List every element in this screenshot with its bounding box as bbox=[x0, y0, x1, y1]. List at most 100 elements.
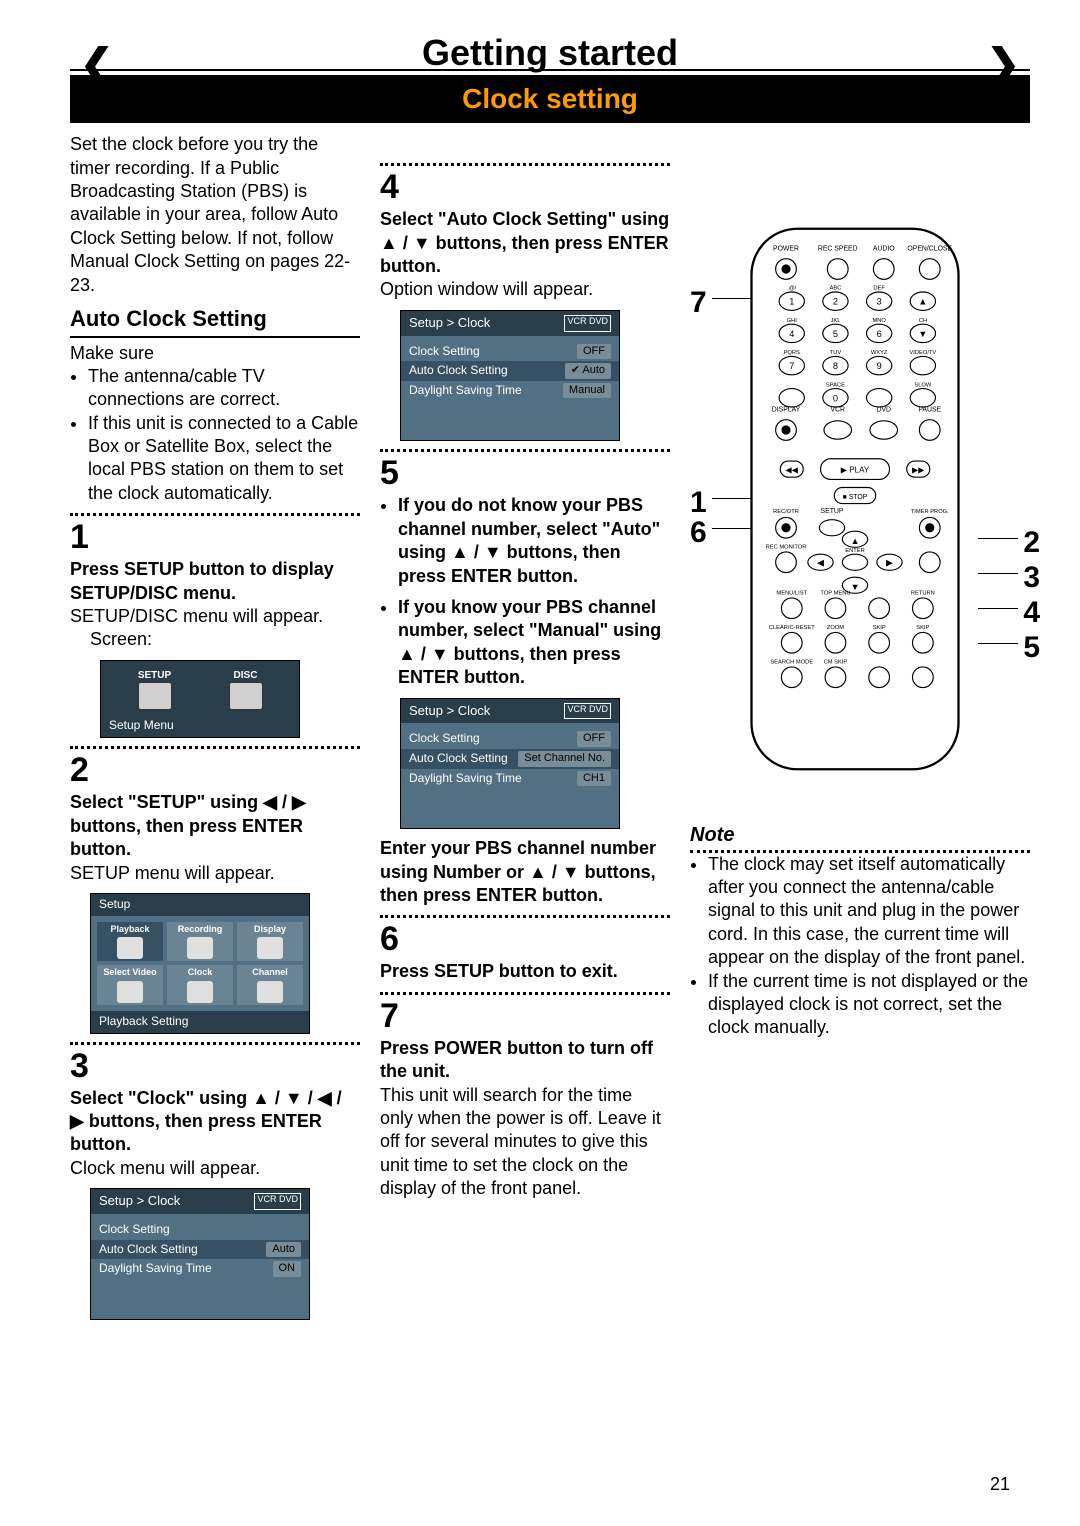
svg-text:.@/: .@/ bbox=[787, 286, 796, 292]
svg-text:TIMER PROG.: TIMER PROG. bbox=[911, 509, 949, 515]
svg-text:JKL: JKL bbox=[830, 318, 840, 324]
clock-menu-3: Setup > ClockVCR DVDClock SettingOFFAuto… bbox=[400, 698, 620, 830]
svg-text:ABC: ABC bbox=[830, 286, 842, 292]
setup-grid-title: Setup bbox=[91, 894, 309, 916]
step5-list: If you do not know your PBS channel numb… bbox=[398, 494, 670, 689]
grid-cell: Clock bbox=[167, 965, 233, 1005]
remote-callout: 6 bbox=[690, 513, 707, 552]
svg-text:PAUSE: PAUSE bbox=[918, 407, 941, 414]
setup-grid-menu: Setup PlaybackRecordingDisplaySelect Vid… bbox=[90, 893, 310, 1034]
svg-text:SETUP: SETUP bbox=[821, 508, 844, 515]
step7-post: This unit will search for the time only … bbox=[380, 1084, 670, 1201]
svg-text:GHI: GHI bbox=[787, 318, 798, 324]
svg-text:WXYZ: WXYZ bbox=[871, 350, 888, 356]
step-number: 2 bbox=[70, 753, 360, 787]
make-sure-label: Make sure bbox=[70, 342, 360, 365]
svg-text:SPACE: SPACE bbox=[826, 382, 845, 388]
grid-cell: Select Video bbox=[97, 965, 163, 1005]
svg-text:▼: ▼ bbox=[850, 582, 859, 592]
remote-callout: 5 bbox=[1023, 628, 1040, 667]
svg-text:PQRS: PQRS bbox=[784, 350, 800, 356]
step2-post: SETUP menu will appear. bbox=[70, 862, 360, 885]
svg-text:REC SPEED: REC SPEED bbox=[818, 246, 858, 253]
svg-text:SEARCH MODE: SEARCH MODE bbox=[770, 660, 813, 666]
intro-text: Set the clock before you try the timer r… bbox=[70, 133, 360, 297]
disc-icon bbox=[229, 682, 263, 710]
step-number: 6 bbox=[380, 922, 670, 956]
remote-control-diagram: POWER REC SPEED AUDIO OPEN/CLOSE 1 .@/ 2 AB… bbox=[740, 223, 970, 775]
svg-text:4: 4 bbox=[789, 329, 794, 339]
note-item: If the current time is not displayed or … bbox=[708, 970, 1030, 1040]
page-title: Getting started bbox=[392, 30, 708, 77]
step7-bold: Press POWER button to turn off the unit. bbox=[380, 1037, 670, 1084]
svg-text:◀: ◀ bbox=[817, 558, 824, 568]
remote-callout: 4 bbox=[1023, 593, 1040, 632]
setup-disc-menu: SETUP DISC Setup Menu bbox=[100, 660, 300, 739]
page-number: 21 bbox=[990, 1473, 1010, 1496]
step4-bold: Select "Auto Clock Setting" using ▲ / ▼ … bbox=[380, 208, 670, 278]
grid-cell: Playback bbox=[97, 922, 163, 962]
remote-callout: 3 bbox=[1023, 558, 1040, 597]
svg-text:DVD: DVD bbox=[876, 407, 891, 414]
step-number: 3 bbox=[70, 1049, 360, 1083]
step5-b1: If you do not know your PBS channel numb… bbox=[398, 494, 670, 588]
column-middle: 4 Select "Auto Clock Setting" using ▲ / … bbox=[380, 133, 670, 1328]
step1-indent: Screen: bbox=[90, 628, 360, 651]
svg-text:POWER: POWER bbox=[773, 246, 799, 253]
svg-text:TUV: TUV bbox=[830, 350, 842, 356]
svg-text:◀◀: ◀◀ bbox=[786, 466, 799, 475]
svg-text:OPEN/CLOSE: OPEN/CLOSE bbox=[907, 246, 952, 253]
svg-text:RETURN: RETURN bbox=[911, 591, 935, 597]
section-auto-clock: Auto Clock Setting bbox=[70, 305, 360, 338]
remote-callout: 7 bbox=[690, 283, 707, 322]
list-item: The antenna/cable TV connections are cor… bbox=[88, 365, 360, 412]
note-list: The clock may set itself automatically a… bbox=[708, 853, 1030, 1040]
svg-text:REC MONITOR: REC MONITOR bbox=[766, 545, 807, 551]
svg-text:3: 3 bbox=[877, 297, 882, 307]
svg-text:2: 2 bbox=[833, 297, 838, 307]
svg-text:CLEAR/C-RESET: CLEAR/C-RESET bbox=[769, 625, 815, 631]
disc-label: DISC bbox=[229, 669, 263, 682]
svg-text:▶ PLAY: ▶ PLAY bbox=[841, 466, 870, 475]
svg-text:TOP MENU: TOP MENU bbox=[820, 591, 850, 597]
svg-text:9: 9 bbox=[877, 361, 882, 371]
svg-text:8: 8 bbox=[833, 361, 838, 371]
step4-post: Option window will appear. bbox=[380, 278, 670, 301]
column-right: POWER REC SPEED AUDIO OPEN/CLOSE 1 .@/ 2 AB… bbox=[690, 133, 1030, 1328]
svg-text:ENTER: ENTER bbox=[845, 548, 865, 554]
step5-b3: Enter your PBS channel number using Numb… bbox=[380, 837, 670, 907]
svg-text:VIDEO/TV: VIDEO/TV bbox=[909, 350, 936, 356]
svg-text:DISPLAY: DISPLAY bbox=[772, 407, 801, 414]
svg-text:SKIP: SKIP bbox=[873, 625, 886, 631]
svg-text:CM SKIP: CM SKIP bbox=[824, 660, 848, 666]
bracket-right-icon: ❯ bbox=[986, 38, 1020, 90]
svg-text:CH: CH bbox=[919, 318, 927, 324]
setup-grid-footer: Playback Setting bbox=[91, 1011, 309, 1033]
note-title: Note bbox=[690, 822, 1030, 853]
svg-text:▶: ▶ bbox=[886, 558, 893, 568]
svg-text:▼: ▼ bbox=[918, 329, 927, 339]
svg-text:AUDIO: AUDIO bbox=[873, 246, 895, 253]
clock-menu-2: Setup > ClockVCR DVDClock SettingOFFAuto… bbox=[400, 310, 620, 442]
step-number: 5 bbox=[380, 456, 670, 490]
svg-text:SLOW: SLOW bbox=[914, 382, 932, 388]
step5-b2: If you know your PBS channel number, sel… bbox=[398, 596, 670, 690]
svg-text:VCR: VCR bbox=[830, 407, 845, 414]
svg-text:6: 6 bbox=[877, 329, 882, 339]
setup-label: SETUP bbox=[138, 669, 172, 682]
svg-text:REC/OTR: REC/OTR bbox=[773, 509, 799, 515]
svg-text:0: 0 bbox=[833, 393, 838, 403]
step1-post: SETUP/DISC menu will appear. bbox=[70, 605, 360, 628]
step-number: 7 bbox=[380, 999, 670, 1033]
step3-bold: Select "Clock" using ▲ / ▼ / ◀ / ▶ butto… bbox=[70, 1087, 360, 1157]
make-sure-list: The antenna/cable TV connections are cor… bbox=[88, 365, 360, 505]
grid-cell: Channel bbox=[237, 965, 303, 1005]
svg-text:7: 7 bbox=[789, 361, 794, 371]
step-number: 1 bbox=[70, 520, 360, 554]
svg-text:▶▶: ▶▶ bbox=[912, 466, 925, 475]
bracket-left-icon: ❮ bbox=[80, 38, 114, 90]
svg-text:1: 1 bbox=[789, 297, 794, 307]
clock-menu-1: Setup > ClockVCR DVDClock SettingAuto Cl… bbox=[90, 1188, 310, 1320]
svg-text:MNO: MNO bbox=[872, 318, 886, 324]
svg-text:▲: ▲ bbox=[850, 536, 859, 546]
